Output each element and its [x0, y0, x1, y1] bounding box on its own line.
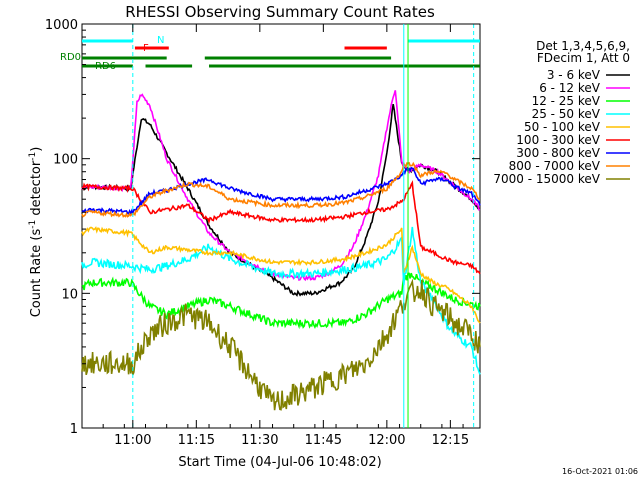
- axis-ticks: 11:00 11:15 11:30 11:45 12:00 12:15 1 10 100 1000: [45, 18, 480, 448]
- y-axis-label-main: Count Rate (s: [29, 229, 44, 318]
- chart-title: RHESSI Observing Summary Count Rates: [125, 3, 435, 21]
- legend: Det 1,3,4,5,6,9,FDecim 1, Att 0 3 - 6 keV…: [493, 39, 630, 186]
- series-line-8: [81, 278, 481, 411]
- legend-header-1: FDecim 1, Att 0: [537, 51, 630, 65]
- y-axis-label: Count Rate (s-1 detector-1): [28, 147, 44, 318]
- y-axis-label-end: ): [29, 147, 44, 152]
- x-tick-label-2: 11:30: [241, 433, 278, 448]
- legend-label-1: 6 - 12 keV: [539, 81, 601, 95]
- series-line-5: [81, 180, 481, 275]
- x-tick-label-5: 12:15: [432, 433, 469, 448]
- flag-label-f: F: [143, 43, 149, 54]
- y-axis-label-mid: detector: [29, 160, 44, 220]
- x-tick-label-1: 11:15: [178, 433, 215, 448]
- x-axis-label: Start Time (04-Jul-06 10:48:02): [178, 455, 381, 470]
- flag-label-rd0: RD0: [60, 52, 81, 63]
- flag-label-n: N: [157, 35, 164, 46]
- legend-label-3: 25 - 50 keV: [532, 107, 601, 121]
- legend-label-6: 300 - 800 keV: [516, 146, 600, 160]
- legend-header-0: Det 1,3,4,5,6,9,: [536, 39, 630, 53]
- y-tick-label-0: 1: [70, 422, 78, 437]
- legend-label-8: 7000 - 15000 keV: [493, 172, 600, 186]
- y-tick-label-1: 10: [61, 287, 78, 302]
- plot-frame: [81, 23, 481, 429]
- y-tick-label-2: 100: [53, 153, 78, 168]
- legend-label-0: 3 - 6 keV: [547, 68, 601, 82]
- y-tick-label-3: 1000: [45, 18, 78, 33]
- y-axis-label-sup1: -1: [28, 220, 38, 229]
- x-tick-label-3: 11:45: [305, 433, 342, 448]
- legend-label-2: 12 - 25 keV: [532, 94, 601, 108]
- series-line-6: [81, 166, 481, 217]
- series-line-3: [81, 226, 481, 375]
- series-line-7: [81, 161, 481, 218]
- series-line-4: [81, 226, 481, 324]
- plot-border: [81, 23, 481, 429]
- series-line-2: [81, 272, 481, 330]
- legend-label-5: 100 - 300 keV: [516, 133, 600, 147]
- y-axis-label-sup2: -1: [28, 152, 38, 161]
- flag-bars: [82, 39, 480, 68]
- legend-label-4: 50 - 100 keV: [524, 120, 601, 134]
- x-tick-label-0: 11:00: [114, 433, 151, 448]
- series-lines: [81, 90, 481, 411]
- timestamp: 16-Oct-2021 01:06: [562, 467, 638, 476]
- vertical-markers: [132, 24, 475, 428]
- legend-label-7: 800 - 7000 keV: [509, 159, 601, 173]
- flag-label-rd6: RD6: [95, 61, 116, 72]
- x-tick-label-4: 12:00: [368, 433, 405, 448]
